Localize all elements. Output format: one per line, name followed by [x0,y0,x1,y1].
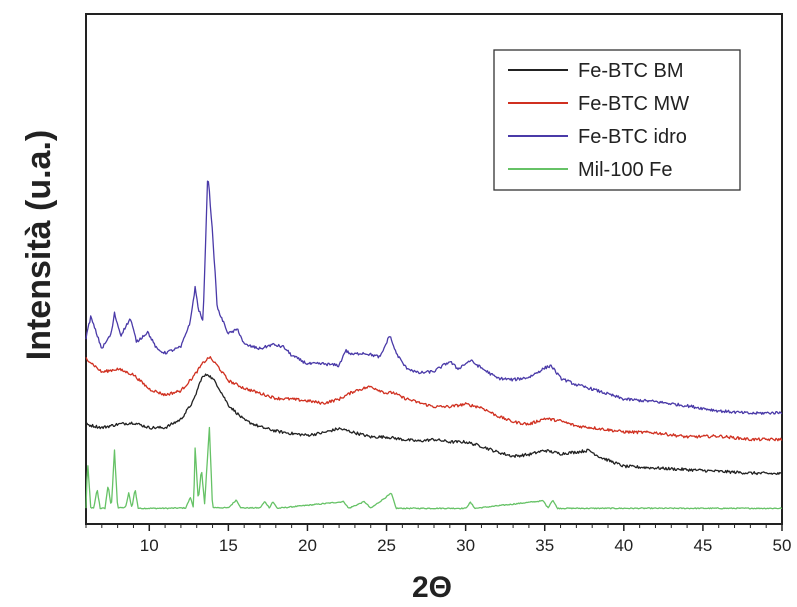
legend-label-mil-100-fe: Mil-100 Fe [578,159,672,181]
x-tick-label: 20 [298,536,317,555]
series-line-fe-btc-bm [85,373,782,476]
x-axis-title: 2Θ [412,571,452,604]
y-axis-title: Intensità (u.a.) [20,130,58,360]
x-tick-label: 15 [219,536,238,555]
legend-label-fe-btc-bm: Fe-BTC BM [578,60,684,82]
x-tick-label: 25 [377,536,396,555]
legend-label-fe-btc-idro: Fe-BTC idro [578,126,687,148]
legend: Fe-BTC BM Fe-BTC MW Fe-BTC idro Mil-100 … [493,49,741,191]
series-line-fe-btc-mw [85,356,783,442]
x-tick-label: 50 [773,536,792,555]
series-line-fe-btc-idro [85,180,783,415]
legend-label-fe-btc-mw: Fe-BTC MW [578,93,689,115]
x-axis-ticks: 10 15 20 25 30 35 40 45 50 [85,524,792,555]
legend-box [493,49,741,191]
series-layer [85,180,783,510]
series-line-mil-100-fe [85,426,783,510]
x-tick-label: 40 [614,536,633,555]
x-tick-label: 10 [140,536,159,555]
x-tick-label: 30 [456,536,475,555]
x-tick-label: 35 [535,536,554,555]
x-tick-label: 45 [693,536,712,555]
